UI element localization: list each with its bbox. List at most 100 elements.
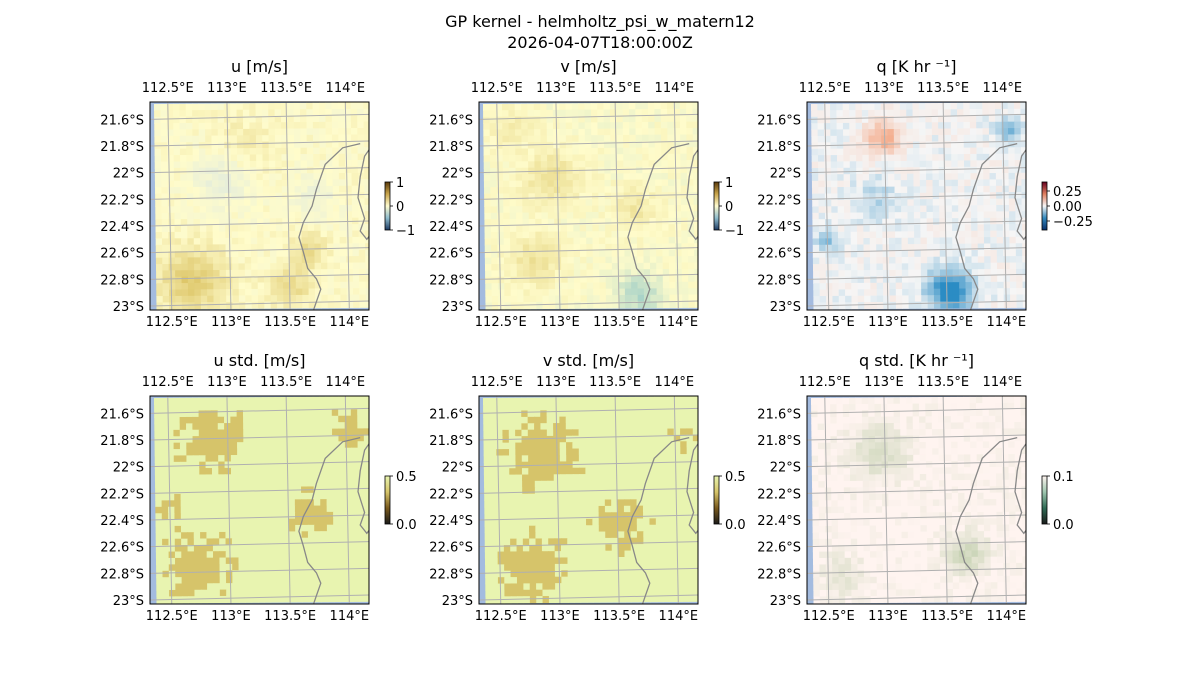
parallel-line	[479, 407, 698, 414]
parallel-line	[150, 220, 369, 227]
parallel-line	[150, 514, 369, 521]
lat-tick-label: 22°S	[770, 167, 801, 182]
colorbar-tick-label: 0.5	[725, 470, 746, 485]
figure-title: GP kernel - helmholtz_psi_w_matern12 202…	[0, 11, 1200, 53]
parallel-line	[807, 247, 1026, 254]
lon-tick-label-bottom: 114°E	[330, 609, 370, 624]
colorbar-tick-label: 0.00	[1053, 200, 1082, 215]
lat-tick-label: 23°S	[113, 594, 144, 609]
colorbar-tick-label: −0.25	[1053, 215, 1093, 230]
parallel-line	[807, 407, 1026, 414]
lon-tick-label-bottom: 113°E	[540, 609, 580, 624]
map-panel-u: u [m/s]112.5°E112.5°E113°E113°E113.5°E11…	[100, 57, 415, 330]
colorbar-qstd	[1041, 475, 1048, 525]
colorbar-ustd	[384, 475, 391, 525]
meridian-line	[344, 102, 350, 310]
lon-tick-label-bottom: 113.5°E	[593, 609, 645, 624]
figure-title-line-1: GP kernel - helmholtz_psi_w_matern12	[445, 12, 755, 31]
lat-tick-label: 22.4°S	[757, 220, 801, 235]
parallel-line	[150, 113, 369, 120]
lon-tick-label-top: 113.5°E	[260, 81, 312, 96]
map-panel-v: v [m/s]112.5°E112.5°E113°E113°E113.5°E11…	[429, 57, 744, 330]
lon-tick-label-bottom: 112.5°E	[475, 609, 527, 624]
meridian-line	[824, 396, 830, 604]
lat-tick-label: 22°S	[442, 167, 473, 182]
lat-tick-label: 22°S	[113, 461, 144, 476]
lat-tick-label: 22°S	[442, 461, 473, 476]
lat-tick-label: 23°S	[770, 300, 801, 315]
lon-tick-label-top: 113.5°E	[589, 375, 641, 390]
lat-tick-label: 22.2°S	[100, 487, 144, 502]
meridian-line	[824, 102, 830, 310]
panel-title: v std. [m/s]	[543, 351, 634, 370]
lon-tick-label-top: 113°E	[207, 81, 247, 96]
lon-tick-label-bottom: 112.5°E	[146, 315, 198, 330]
meridian-line	[942, 396, 948, 604]
lon-tick-label-bottom: 112.5°E	[803, 315, 855, 330]
coastline	[627, 436, 690, 604]
lon-tick-label-bottom: 114°E	[659, 315, 699, 330]
lat-tick-label: 22.4°S	[100, 220, 144, 235]
colorbar-tick-label: −1	[725, 224, 744, 239]
lat-tick-label: 21.8°S	[100, 140, 144, 155]
parallel-line	[479, 167, 698, 174]
meridian-line	[285, 102, 291, 310]
lon-tick-label-bottom: 114°E	[987, 609, 1027, 624]
coastline	[298, 142, 361, 310]
lon-tick-label-bottom: 113°E	[211, 315, 251, 330]
lon-tick-label-top: 114°E	[983, 375, 1023, 390]
parallel-line	[479, 541, 698, 548]
panel-title: u std. [m/s]	[214, 351, 306, 370]
meridian-line	[226, 102, 232, 310]
colorbar-tick-label: 0.25	[1053, 185, 1082, 200]
parallel-line	[807, 461, 1026, 468]
parallel-line	[807, 541, 1026, 548]
coastline	[627, 142, 690, 310]
map-frame	[806, 395, 1027, 605]
parallel-line	[479, 247, 698, 254]
colorbar-tick-label: 0.0	[396, 518, 417, 533]
meridian-line	[496, 396, 502, 604]
parallel-line	[807, 220, 1026, 227]
lon-tick-label-top: 113°E	[536, 81, 576, 96]
lat-tick-label: 23°S	[770, 594, 801, 609]
lon-tick-label-top: 112.5°E	[471, 375, 523, 390]
parallel-line	[150, 193, 369, 200]
lon-tick-label-top: 113.5°E	[260, 375, 312, 390]
map-panel-qstd: q std. [K hr ⁻¹] 112.5°E 112.5°E 113°E 113°E…	[757, 351, 1073, 624]
lon-tick-label-top: 112.5°E	[799, 81, 851, 96]
lon-tick-label-bottom: 112.5°E	[475, 315, 527, 330]
panel-title: q [K hr ⁻¹]	[877, 57, 957, 76]
lat-tick-label: 22.2°S	[429, 487, 473, 502]
lon-tick-label-top: 112.5°E	[799, 375, 851, 390]
parallel-line	[479, 273, 698, 280]
parallel-line	[479, 220, 698, 227]
coastline-bay	[1014, 148, 1026, 241]
lat-tick-label: 21.6°S	[429, 113, 473, 128]
lat-tick-label: 21.8°S	[757, 434, 801, 449]
meridian-line	[167, 102, 173, 310]
parallel-line	[479, 514, 698, 521]
lon-tick-label-top: 114°E	[326, 375, 366, 390]
meridian-line	[883, 102, 889, 310]
lon-tick-label-top: 113.5°E	[917, 81, 969, 96]
lat-tick-label: 21.6°S	[757, 113, 801, 128]
map-field-qstd	[807, 396, 1026, 604]
colorbar-v	[713, 181, 720, 231]
colorbar-tick-label: 0.0	[1053, 518, 1074, 533]
meridian-line	[1001, 102, 1007, 310]
lon-tick-label-bottom: 113.5°E	[593, 315, 645, 330]
parallel-line	[807, 167, 1026, 174]
parallel-line	[479, 567, 698, 574]
lon-tick-label-top: 112.5°E	[142, 81, 194, 96]
lon-tick-label-top: 113.5°E	[917, 375, 969, 390]
figure-title-line-2: 2026-04-07T18:00:00Z	[507, 33, 693, 52]
parallel-line	[807, 300, 1026, 307]
lon-tick-label-bottom: 113.5°E	[264, 609, 316, 624]
lat-tick-label: 23°S	[113, 300, 144, 315]
lat-tick-label: 22.4°S	[100, 514, 144, 529]
lat-tick-label: 22.8°S	[100, 273, 144, 288]
lon-tick-label-bottom: 114°E	[330, 315, 370, 330]
map-panel-ustd: u std. [m/s] 112.5°E 112.5°E 113°E 113°E 113.…	[100, 351, 416, 624]
parallel-line	[150, 567, 369, 574]
